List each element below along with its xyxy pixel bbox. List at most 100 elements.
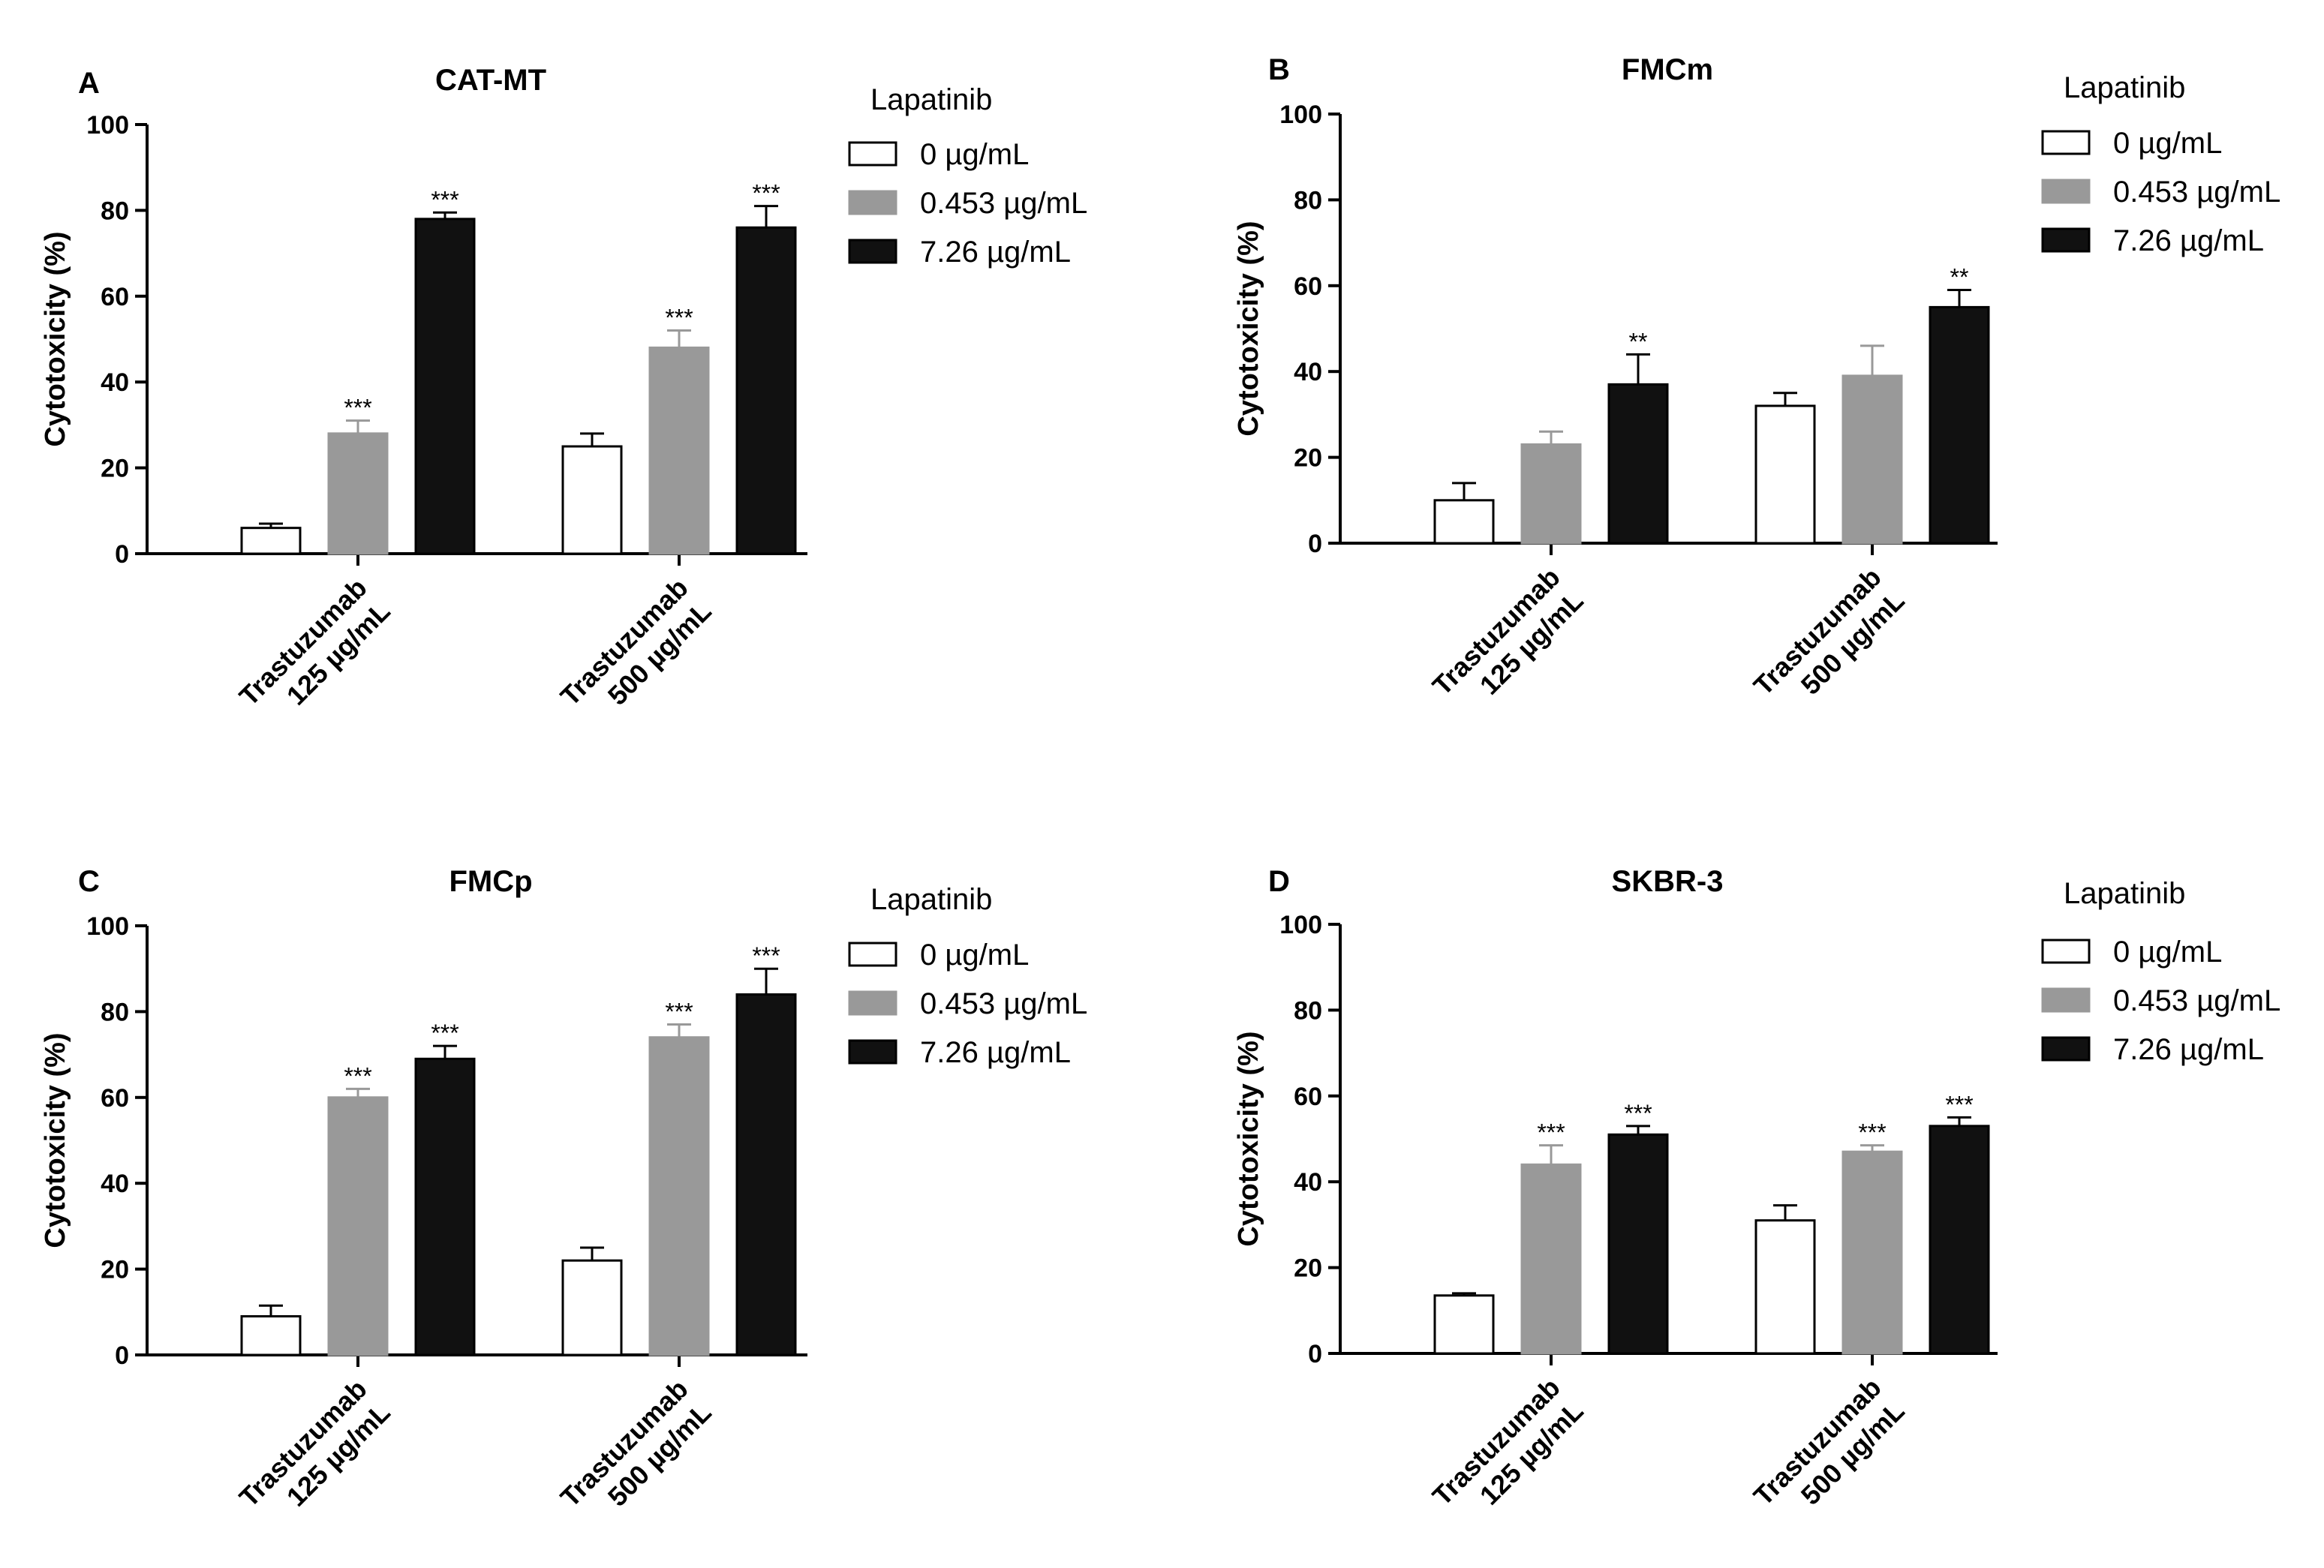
significance-marker: *** [665,999,693,1026]
legend-label: 7.26 µg/mL [920,236,1071,269]
legend: Lapatinib 0 µg/mL 0.453 µg/mL 7.26 µg/mL [2041,71,2280,257]
significance-marker: *** [344,1062,371,1089]
bar [648,346,710,555]
bar [1841,374,1903,545]
y-tick-label: 40 [101,368,129,397]
legend-label: 0.453 µg/mL [920,187,1087,220]
legend-title: Lapatinib [2064,877,2185,910]
panel-letter: D [1268,865,1290,898]
bar [735,993,797,1356]
legend-label: 0 µg/mL [2113,936,2222,969]
legend-label: 0.453 µg/mL [920,987,1087,1020]
bar [1607,1133,1669,1355]
significance-marker: *** [1624,1100,1652,1127]
legend-swatch [848,990,897,1016]
legend: Lapatinib 0 µg/mL 0.453 µg/mL 7.26 µg/mL [2041,877,2280,1066]
bar [1929,1125,1990,1355]
chart-title: CAT-MT [435,64,546,97]
significance-marker: *** [1858,1119,1886,1146]
y-axis-label: Cytotoxicity (%) [40,1032,71,1248]
panel-letter: C [78,865,100,898]
chart-panel-d: D SKBR-3 0 20 40 60 80 100 Cytotoxicity (%) Trast… [1233,865,2280,1512]
bar [327,432,389,555]
legend-swatch [2041,1036,2091,1062]
legend-label: 0 µg/mL [920,939,1029,972]
legend-swatch [2041,227,2091,253]
y-tick-label: 80 [101,197,129,225]
y-tick-label: 80 [101,998,129,1026]
y-tick-label: 40 [101,1170,129,1198]
y-tick-label: 60 [1294,272,1322,301]
legend-label: 0.453 µg/mL [2113,984,2280,1017]
panel-letter: A [78,67,100,100]
significance-marker: *** [344,395,371,422]
y-tick-label: 0 [115,540,129,569]
legend-swatch [2041,939,2091,964]
y-tick-label: 20 [1294,444,1322,473]
legend-label: 7.26 µg/mL [2113,224,2264,257]
legend-swatch [848,141,897,167]
bar [1929,305,1990,545]
y-tick-label: 20 [101,1256,129,1284]
y-tick-label: 100 [1279,101,1322,129]
significance-marker: *** [431,186,458,213]
legend-label: 7.26 µg/mL [920,1036,1071,1069]
bar [414,1057,476,1356]
bar [240,1315,302,1356]
y-tick-label: 0 [115,1341,129,1370]
y-tick-label: 0 [1308,530,1322,558]
legend-swatch [848,239,897,264]
y-tick-label: 0 [1308,1340,1322,1368]
legend-swatch [848,1039,897,1065]
y-tick-label: 80 [1294,186,1322,215]
y-axis-label: Cytotoxicity (%) [1233,1031,1264,1246]
y-tick-label: 60 [101,1084,129,1113]
bar [1607,383,1669,545]
legend: Lapatinib 0 µg/mL 0.453 µg/mL 7.26 µg/mL [848,83,1087,269]
y-tick-label: 40 [1294,358,1322,386]
bar [1841,1150,1903,1355]
y-axis-label: Cytotoxicity (%) [40,231,71,446]
chart-title: FMCm [1622,53,1713,86]
significance-marker: *** [665,305,693,332]
significance-marker: *** [752,180,780,207]
bar [561,445,623,555]
panel-letter: B [1268,53,1290,86]
significance-marker: *** [1945,1091,1973,1118]
bar [240,527,302,555]
y-tick-label: 60 [101,283,129,311]
bar [1520,1163,1582,1355]
bar [414,218,476,555]
chart-panel-b: B FMCm 0 20 40 60 80 100 Cytotoxicity (%) Trastuz… [1233,53,2280,701]
chart-title: FMCp [449,865,532,898]
legend-swatch [2041,987,2091,1013]
legend-swatch [848,190,897,215]
y-tick-label: 60 [1294,1083,1322,1111]
significance-marker: *** [1537,1119,1565,1146]
bar [735,226,797,555]
significance-marker: ** [1629,328,1648,355]
significance-marker: *** [752,942,780,969]
legend: Lapatinib 0 µg/mL 0.453 µg/mL 7.26 µg/mL [848,883,1087,1069]
legend-title: Lapatinib [870,83,992,116]
legend-title: Lapatinib [2064,71,2185,104]
bar [648,1036,710,1356]
bar [561,1259,623,1356]
legend-label: 0 µg/mL [920,138,1029,171]
y-tick-label: 100 [1279,911,1322,939]
significance-marker: *** [431,1020,458,1047]
chart-panel-a: A CAT-MT 0 20 40 60 80 100 Cytotoxicity (%) Trast… [40,64,1087,712]
legend-label: 7.26 µg/mL [2113,1033,2264,1066]
bar [1520,443,1582,545]
legend-label: 0 µg/mL [2113,127,2222,160]
bar [1433,1294,1495,1355]
legend-label: 0.453 µg/mL [2113,176,2280,209]
y-tick-label: 100 [86,111,129,140]
